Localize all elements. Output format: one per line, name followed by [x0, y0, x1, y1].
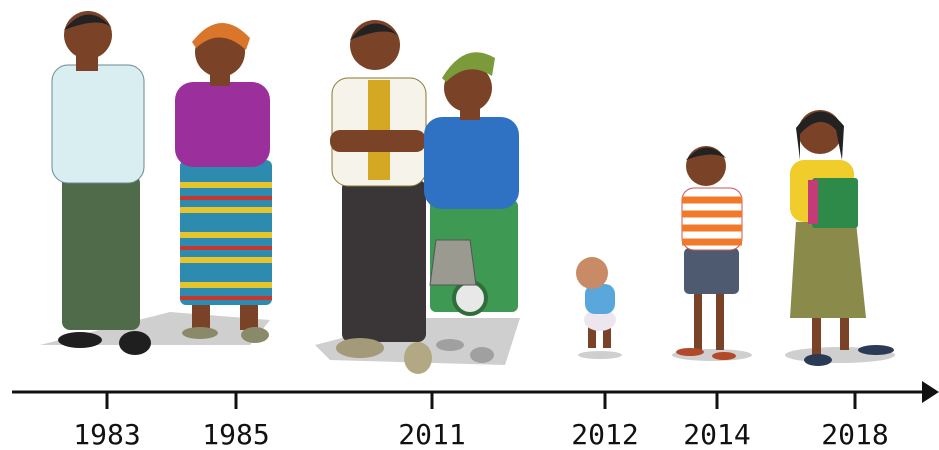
illustration-shape: [804, 354, 832, 366]
shadows: [40, 312, 895, 365]
illustration-shape: [336, 338, 384, 358]
illustration-shape: [62, 175, 140, 330]
illustration-shape: [812, 178, 858, 228]
illustration-shape: [676, 348, 704, 356]
year-label: 1985: [202, 418, 269, 450]
page: {"timeline": {"years": ["1983", "1985", …: [0, 0, 939, 450]
illustration-shape: [342, 180, 426, 342]
illustration-shape: [436, 339, 464, 351]
illustration-shape: [712, 352, 736, 360]
person-baby: [576, 257, 616, 348]
shadow: [578, 351, 622, 359]
year-label: 2012: [571, 418, 638, 450]
illustration-shape: [716, 290, 724, 350]
person-girl: [790, 110, 894, 366]
illustration-shape: [182, 327, 218, 339]
illustration-shape: [175, 82, 270, 167]
illustration-shape: [576, 257, 608, 289]
person-woman: [175, 23, 272, 343]
illustration-shape: [404, 342, 432, 374]
illustration-shape: [58, 332, 102, 348]
illustration-shape: [694, 290, 702, 350]
axis-arrow: [922, 381, 939, 403]
person-man: [52, 11, 151, 355]
person-woman: [424, 52, 519, 363]
illustration-shape: [684, 248, 739, 294]
year-label: 2018: [821, 418, 888, 450]
illustration-shape: [330, 130, 426, 152]
illustration-shape: [52, 65, 144, 183]
year-label: 2014: [683, 418, 750, 450]
illustration-shape: [192, 305, 210, 330]
illustration-shape: [840, 315, 849, 350]
illustration-shape: [454, 282, 486, 314]
illustration-shape: [790, 222, 866, 318]
illustration-shape: [241, 327, 269, 343]
illustration-shape: [424, 117, 519, 209]
illustration-shape: [470, 347, 494, 363]
illustration-shape: [808, 180, 818, 224]
person-man: [330, 20, 432, 374]
illustration-shape: [119, 331, 151, 355]
person-boy: [676, 146, 742, 360]
ticks: [107, 392, 855, 409]
year-label: 1983: [73, 418, 140, 450]
illustration-shape: [430, 240, 476, 285]
illustration-shape: [240, 305, 258, 330]
illustration-shape: [812, 315, 821, 355]
timeline-illustration: 1983 1985 2011 2012 2014 2018: [0, 0, 939, 450]
illustration-shape: [858, 345, 894, 355]
year-label: 2011: [398, 418, 465, 450]
